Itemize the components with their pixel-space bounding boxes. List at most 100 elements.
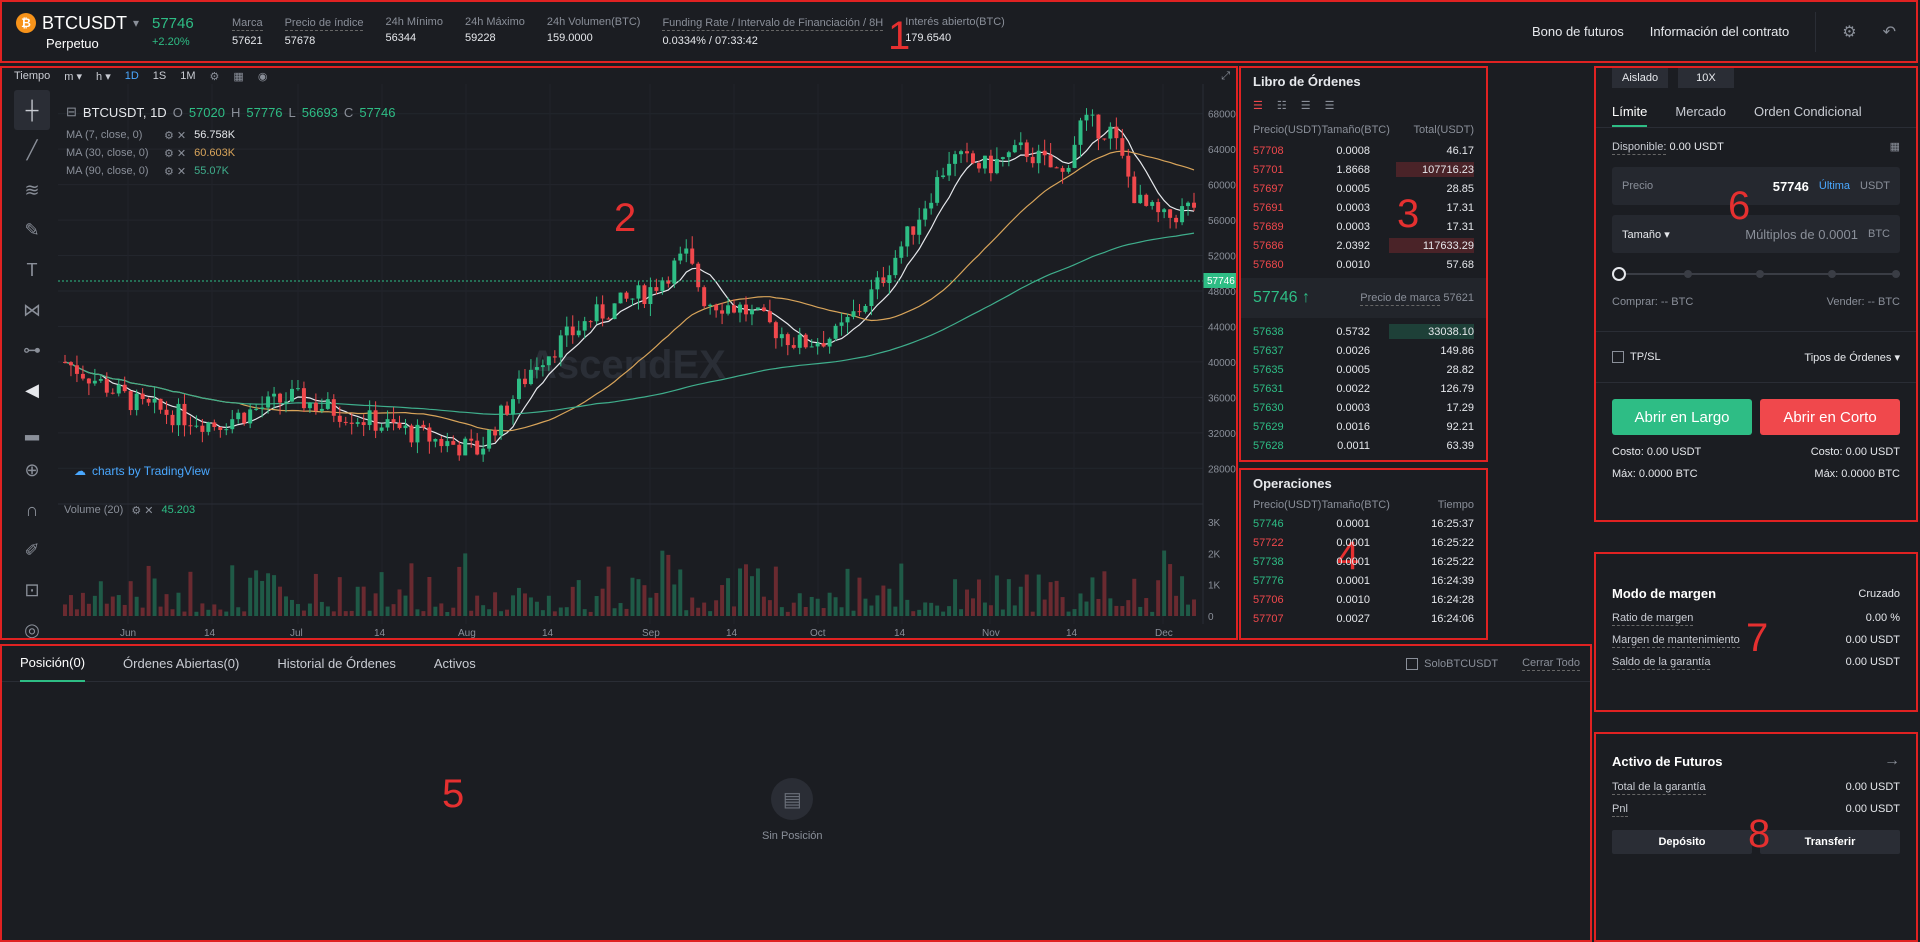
interval-1d[interactable]: 1D	[124, 70, 139, 82]
indicators-icon[interactable]: ▦	[233, 70, 244, 83]
measure-icon[interactable]: ⊶	[23, 339, 41, 360]
brush-icon[interactable]: ✎	[24, 219, 40, 240]
volume-tick-label: 2K	[1208, 549, 1221, 560]
interval-1w[interactable]: 1S	[152, 70, 167, 82]
ask-row[interactable]: 57697 0.0005 28.85	[1253, 179, 1474, 198]
bid-row[interactable]: 57630 0.0003 17.29	[1253, 398, 1474, 417]
ask-row[interactable]: 57680 0.0010 57.68	[1253, 255, 1474, 274]
margin-mode-value[interactable]: Cruzado	[1858, 587, 1900, 600]
view-list-icon[interactable]: ☰	[1324, 100, 1335, 112]
price-chart-panel: Tiempo m ▾ h ▾ 1D 1S 1M ⚙ ▦ ◉ ⤢ ┼ ╱ ≋ ✎ …	[0, 66, 1238, 640]
ask-row[interactable]: 57691 0.0003 17.31	[1253, 198, 1474, 217]
size-unit-dropdown[interactable]: Tamaño ▾	[1622, 228, 1670, 241]
candle-body	[80, 373, 85, 379]
settings-icon[interactable]: ⚙	[209, 70, 220, 83]
tab-market[interactable]: Mercado	[1675, 104, 1726, 119]
close-all-link[interactable]: Cerrar Todo	[1522, 657, 1580, 671]
arrow-right-icon[interactable]: →	[1884, 752, 1900, 769]
tab-limit[interactable]: Límite	[1612, 104, 1648, 127]
annotation-7: 7	[1746, 616, 1769, 660]
leverage-button[interactable]: 10X	[1678, 68, 1734, 88]
eye-icon[interactable]: ◎	[24, 619, 40, 640]
view-asks-icon[interactable]: ☷	[1276, 100, 1287, 112]
candle-body	[720, 310, 725, 314]
bid-row[interactable]: 57637 0.0026 149.86	[1253, 341, 1474, 360]
tpsl-checkbox[interactable]	[1612, 351, 1624, 363]
lock-icon[interactable]: ⊡	[24, 579, 40, 600]
gear-icon[interactable]: ⚙	[1842, 23, 1857, 41]
open-long-button[interactable]: Abrir en Largo	[1612, 399, 1752, 435]
volume-settings-icon[interactable]: ⚙ ✕	[131, 505, 154, 517]
ask-row[interactable]: 57708 0.0008 46.17	[1253, 141, 1474, 160]
pnl-value: 0.00 USDT	[1845, 803, 1900, 815]
bid-row[interactable]: 57629 0.0016 92.21	[1253, 417, 1474, 436]
magnet-icon[interactable]: ∩	[25, 499, 39, 520]
text-icon[interactable]: T	[26, 259, 38, 280]
volume-bar	[720, 585, 725, 616]
slider-handle[interactable]	[1612, 267, 1626, 281]
futures-bonus-link[interactable]: Bono de futuros	[1531, 24, 1624, 39]
size-slider[interactable]	[1612, 263, 1900, 285]
candle-body	[1120, 138, 1125, 156]
transfer-button[interactable]: Transferir	[1760, 830, 1900, 854]
screenshot-icon[interactable]: ◉	[257, 70, 268, 83]
contract-info-link[interactable]: Información del contrato	[1649, 24, 1790, 39]
volume-bar	[451, 607, 456, 616]
volume-bar	[833, 597, 838, 616]
tab-positions[interactable]: Posición(0)	[20, 646, 86, 682]
bid-row[interactable]: 57631 0.0022 126.79	[1253, 379, 1474, 398]
ma30-settings-icon[interactable]: ⚙ ✕	[164, 148, 187, 160]
volume-bar	[176, 592, 181, 616]
margin-mode-button[interactable]: Aislado	[1612, 68, 1669, 88]
lock-drawing-icon[interactable]: ✐	[24, 539, 40, 560]
interval-1m[interactable]: 1M	[180, 70, 196, 82]
arrow-left-icon[interactable]: ◀	[25, 379, 39, 400]
candlestick-chart[interactable]: AscendEX 57746 6800064000600005600052000…	[58, 84, 1238, 640]
tab-open-orders[interactable]: Órdenes Abiertas(0)	[123, 656, 240, 671]
view-bids-icon[interactable]: ☰	[1300, 100, 1311, 112]
crosshair-icon[interactable]: ┼	[14, 90, 50, 130]
candle-body	[953, 154, 958, 164]
ask-row[interactable]: 57689 0.0003 17.31	[1253, 217, 1474, 236]
symbol-selector[interactable]: ₿ BTCUSDT ▾ Perpetuo	[2, 13, 152, 51]
ma7-settings-icon[interactable]: ⚙ ✕	[164, 130, 187, 142]
open-short-button[interactable]: Abrir en Corto	[1760, 399, 1900, 435]
undo-icon[interactable]: ↶	[1882, 23, 1896, 41]
tab-conditional[interactable]: Orden Condicional	[1753, 104, 1862, 119]
volume-bar	[1150, 611, 1155, 616]
trade-time: 16:25:22	[1431, 536, 1474, 549]
view-both-icon[interactable]: ☰	[1253, 100, 1263, 112]
last-price-button[interactable]: Última	[1818, 180, 1851, 192]
interval-minutes[interactable]: m ▾	[64, 70, 83, 83]
tradingview-attribution[interactable]: ☁ charts by TradingView	[74, 464, 210, 478]
ask-row[interactable]: 57686 2.0392 117633.29	[1253, 236, 1474, 255]
calculator-icon[interactable]: ▦	[1889, 141, 1900, 153]
fib-icon[interactable]: ≋	[24, 179, 40, 200]
bid-row[interactable]: 57638 0.5732 33038.10	[1253, 322, 1474, 341]
collapse-icon[interactable]: ⊟	[66, 104, 77, 119]
trend-line-icon[interactable]: ╱	[26, 139, 38, 160]
pattern-icon[interactable]: ⋈	[23, 299, 41, 320]
size-input[interactable]: Tamaño ▾ Múltiplos de 0.0001 BTC	[1612, 215, 1900, 253]
fullscreen-icon[interactable]: ⤢	[1221, 69, 1230, 82]
volume-bar	[660, 550, 665, 616]
bid-row[interactable]: 57635 0.0005 28.82	[1253, 360, 1474, 379]
order-types-dropdown[interactable]: Tipos de Órdenes ▾	[1804, 351, 1900, 364]
zoom-icon[interactable]: ⊕	[24, 459, 40, 480]
ma90-settings-icon[interactable]: ⚙ ✕	[164, 166, 187, 178]
volume-bar	[624, 608, 629, 616]
bid-row[interactable]: 57628 0.0011 63.39	[1253, 436, 1474, 455]
only-symbol-checkbox[interactable]	[1406, 657, 1419, 670]
bid-price: 57629	[1253, 420, 1284, 433]
tab-assets[interactable]: Activos	[433, 656, 476, 671]
price-input[interactable]: Precio 57746 Última USDT	[1612, 167, 1900, 205]
tab-order-history[interactable]: Historial de Órdenes	[277, 656, 396, 671]
deposit-button[interactable]: Depósito	[1612, 830, 1752, 854]
volume-bar	[947, 606, 952, 616]
ruler-icon[interactable]: ▂	[25, 419, 39, 440]
ask-size: 0.0008	[1336, 144, 1370, 157]
stat-funding-rate: Funding Rate / Intervalo de Financiación…	[662, 17, 884, 47]
ask-row[interactable]: 57701 1.8668 107716.23	[1253, 160, 1474, 179]
interval-hours[interactable]: h ▾	[96, 70, 111, 83]
candle-body	[923, 208, 928, 220]
